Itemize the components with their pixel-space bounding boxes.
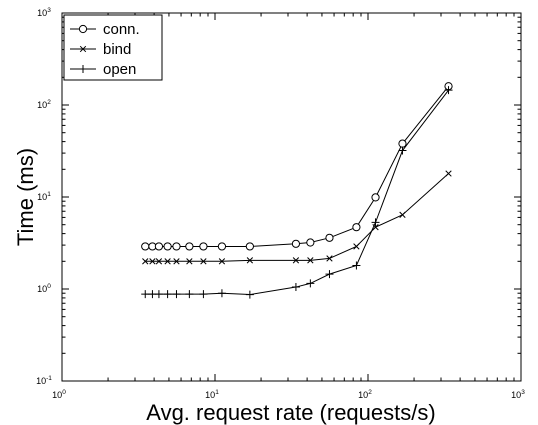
- x-marker: [372, 224, 379, 231]
- plus-marker: [306, 279, 315, 288]
- plus-marker: [199, 290, 208, 299]
- y-tick-label: 103: [37, 7, 51, 18]
- x-tick-label: 102: [358, 389, 372, 400]
- series-line: [145, 85, 449, 247]
- circle-marker: [325, 233, 334, 242]
- circle-marker: [141, 242, 150, 251]
- plus-marker: [163, 290, 172, 299]
- y-tick-label: 101: [37, 191, 51, 202]
- x-axis-label: Avg. request rate (requests/s): [146, 400, 435, 425]
- plus-marker: [371, 218, 380, 227]
- circle-marker: [78, 24, 88, 34]
- circle-marker: [352, 223, 361, 232]
- y-tick-label: 100: [37, 283, 51, 294]
- x-marker: [149, 258, 156, 265]
- series-layer: [141, 82, 453, 299]
- x-marker: [326, 255, 333, 262]
- x-marker: [186, 258, 193, 265]
- x-marker: [155, 258, 163, 265]
- circle-marker: [185, 242, 194, 251]
- plus-marker: [217, 289, 226, 298]
- series-circle: [141, 82, 453, 251]
- plus-marker: [291, 283, 300, 292]
- x-marker: [445, 170, 452, 177]
- series-plus: [141, 86, 453, 299]
- plus-marker: [352, 261, 361, 270]
- y-tick-label: 10-1: [36, 375, 52, 386]
- series-line: [145, 89, 449, 296]
- x-marker: [307, 257, 314, 264]
- series-line: [145, 173, 449, 262]
- x-marker: [218, 258, 226, 265]
- circle-marker: [154, 242, 164, 251]
- circle-marker: [398, 139, 407, 148]
- legend: conn. bind open: [63, 14, 163, 81]
- circle-marker: [172, 242, 181, 251]
- legend-label: bind: [103, 41, 131, 58]
- legend-label: conn.: [103, 21, 140, 38]
- x-marker: [353, 243, 360, 250]
- circle-marker: [306, 238, 315, 247]
- x-tick-label: 101: [205, 389, 219, 400]
- x-marker: [200, 258, 207, 265]
- x-marker: [292, 257, 300, 264]
- x-marker: [246, 257, 254, 264]
- x-tick-label: 100: [52, 389, 66, 400]
- x-marker: [399, 211, 406, 218]
- y-axis-label: Time (ms): [13, 148, 38, 246]
- plus-marker: [185, 290, 194, 299]
- plus-marker: [444, 86, 453, 95]
- circle-marker: [245, 242, 254, 251]
- plus-marker: [398, 146, 407, 155]
- plus-marker: [245, 290, 254, 299]
- x-tick-label: 103: [511, 389, 525, 400]
- circle-marker: [199, 242, 208, 251]
- circle-marker: [371, 193, 380, 202]
- plus-marker: [172, 290, 181, 299]
- y-tick-label: 102: [37, 99, 51, 110]
- circle-marker: [163, 242, 172, 251]
- series-x: [142, 170, 452, 265]
- x-marker: [164, 258, 171, 265]
- plus-marker: [325, 270, 334, 279]
- plus-marker: [154, 290, 163, 299]
- circle-marker: [291, 239, 301, 248]
- plus-marker: [79, 65, 87, 73]
- x-marker: [173, 258, 180, 265]
- plus-marker: [141, 290, 150, 299]
- x-marker: [79, 45, 87, 53]
- circle-marker: [217, 242, 227, 251]
- x-marker: [142, 258, 149, 265]
- legend-label: open: [103, 61, 136, 78]
